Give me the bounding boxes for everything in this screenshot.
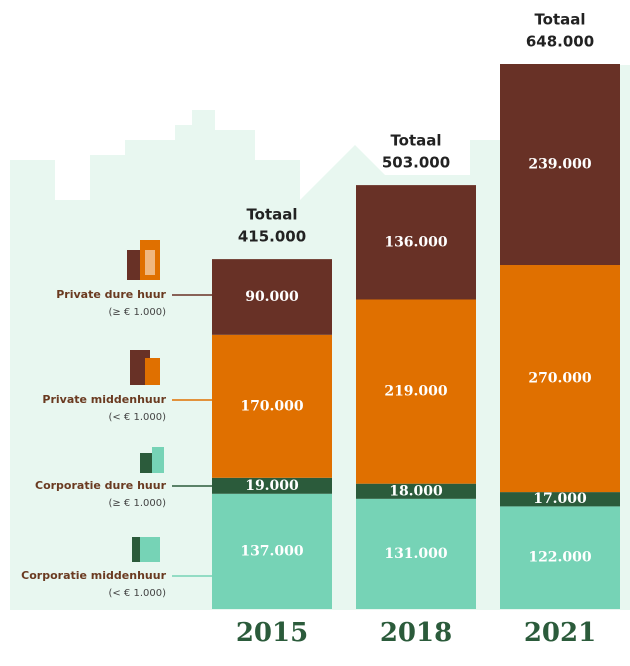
value-label: 18.000 <box>389 483 443 499</box>
value-label: 219.000 <box>384 384 448 400</box>
legend-note: (≥ € 1.000) <box>108 307 166 318</box>
total-label: 415.000 <box>238 228 306 246</box>
total-title: Totaal <box>390 132 441 150</box>
x-tick-label: 2015 <box>236 618 308 648</box>
total-label: 648.000 <box>526 33 594 51</box>
value-label: 239.000 <box>528 157 592 173</box>
x-tick-label: 2021 <box>524 618 596 648</box>
value-label: 137.000 <box>240 543 304 559</box>
x-tick-label: 2018 <box>380 618 452 648</box>
value-label: 170.000 <box>240 398 304 414</box>
total-label: 503.000 <box>382 154 450 172</box>
legend-label: Corporatie dure huur <box>35 479 167 492</box>
total-title: Totaal <box>246 206 297 224</box>
legend-note: (< € 1.000) <box>108 588 166 599</box>
value-label: 270.000 <box>528 371 592 387</box>
legend-label: Corporatie middenhuur <box>21 569 166 582</box>
value-label: 17.000 <box>533 491 587 507</box>
value-label: 131.000 <box>384 546 448 562</box>
total-title: Totaal <box>534 11 585 29</box>
value-label: 19.000 <box>245 478 299 494</box>
value-label: 122.000 <box>528 550 592 566</box>
value-label: 136.000 <box>384 234 448 250</box>
legend-note: (< € 1.000) <box>108 412 166 423</box>
value-label: 90.000 <box>245 289 299 305</box>
legend-label: Private middenhuur <box>42 393 166 406</box>
chart: 137.000 19.000 170.000 90.000 Totaal 415.000 2… <box>0 0 630 666</box>
legend-label: Private dure huur <box>56 288 166 301</box>
legend-note: (≥ € 1.000) <box>108 498 166 509</box>
